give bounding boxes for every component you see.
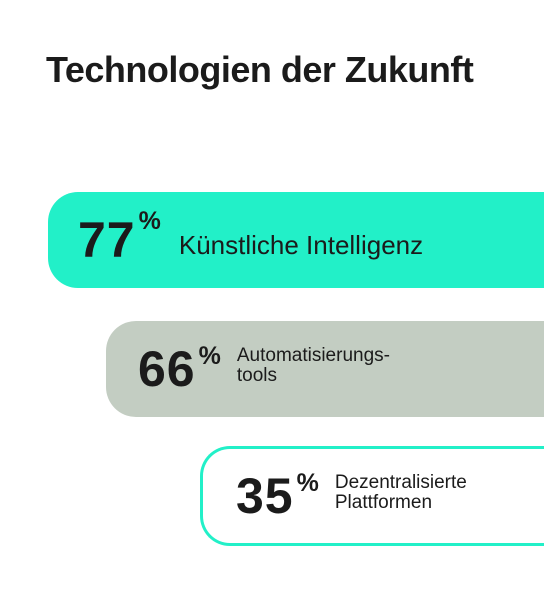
bar-label: Dezentralisierte Plattformen: [335, 473, 544, 513]
chart-title: Technologien der Zukunft: [46, 49, 474, 90]
bar-label-line: Künstliche Intelligenz: [178, 230, 424, 260]
bar-label-line: tools: [236, 365, 277, 386]
bar-value: 77 %: [78, 209, 161, 268]
bar-value: 66 %: [138, 341, 221, 397]
percent-sign: %: [138, 207, 161, 235]
bar-value-number: 35: [236, 468, 294, 524]
bar-value-number: 66: [138, 341, 196, 397]
bar-dezentralisierte-plattformen: 35 % Dezentralisierte Plattformen: [200, 446, 544, 546]
bar-automatisierungstools: 66 % Automatisierungs- tools: [106, 321, 544, 417]
bar-value-number: 77: [78, 212, 136, 268]
percent-sign: %: [296, 469, 319, 497]
bar-label: Automatisierungs- tools: [237, 346, 447, 386]
bar-value: 35 %: [236, 468, 319, 524]
bar-label-line: Automatisierungs-: [236, 345, 390, 366]
percent-sign: %: [198, 342, 221, 370]
bar-label-line: Plattformen: [334, 492, 433, 513]
bar-label: Künstliche Intelligenz: [179, 230, 423, 260]
bar-label-line: Dezentralisierte: [334, 472, 467, 493]
bar-kuenstliche-intelligenz: 77 % Künstliche Intelligenz: [48, 192, 544, 288]
